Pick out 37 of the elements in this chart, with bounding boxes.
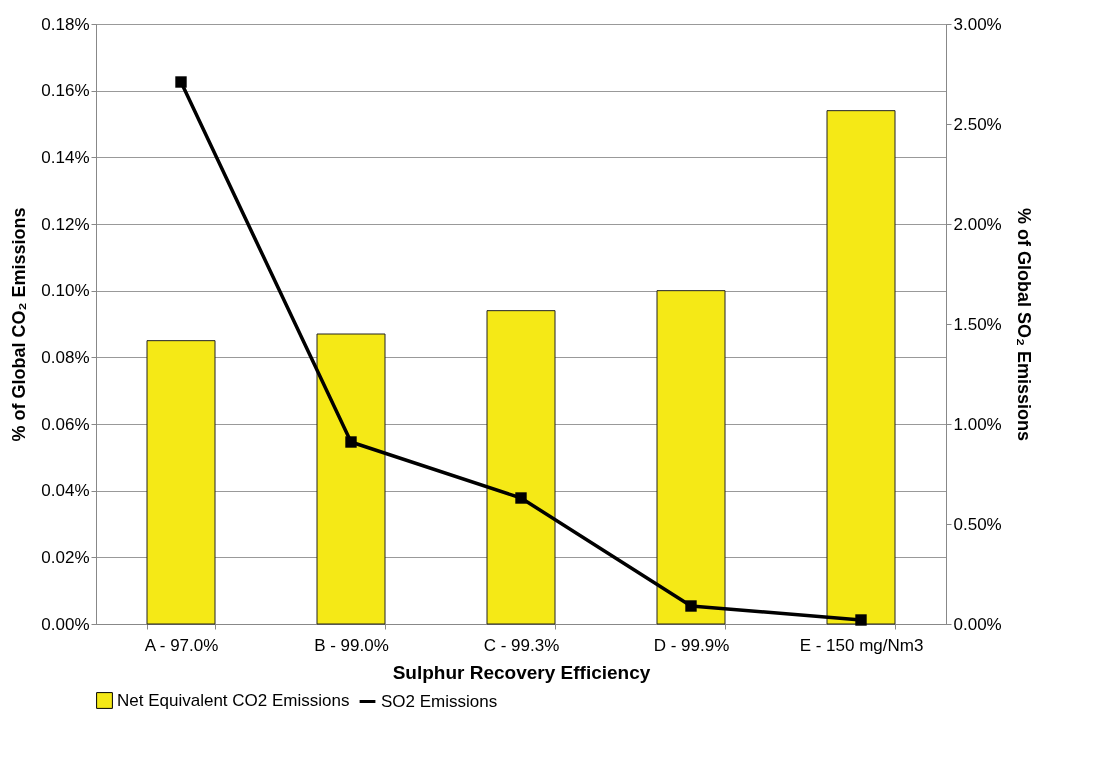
y-tick-label: 0.00% [41,614,90,634]
legend-label: Net Equivalent CO2 Emissions [117,690,350,710]
y-tick-label: 0.18% [41,14,90,34]
y-tick-label: 0.16% [41,81,90,101]
y-tick-label: 0.12% [41,214,90,234]
y2-tick-label: 3.00% [953,14,1002,34]
legend-label: SO2 Emissions [381,691,498,711]
y2-tick-label: 2.00% [953,214,1002,234]
y-tick-label: 0.06% [41,414,90,434]
x-tick-label: E - 150 mg/Nm3 [799,635,924,655]
y-tick-label: 0.14% [41,147,90,167]
x-tick-label: D - 99.9% [653,635,730,655]
y-axis-title: % of Global CO₂ Emissions [9,207,30,442]
x-axis-title: Sulphur Recovery Efficiency [392,661,651,683]
point [685,600,697,612]
bar [826,110,896,625]
y-tick-label: 0.10% [41,281,90,301]
point [855,614,867,626]
y2-tick-label: 1.00% [953,414,1002,434]
y2-axis-title: % of Global SO₂ Emissions [1013,207,1034,442]
y2-tick-label: 0.00% [953,614,1002,634]
bar [486,310,556,625]
y-tick-label: 0.08% [41,347,90,367]
x-tick-label: B - 99.0% [314,635,389,655]
y2-tick-label: 1.50% [953,314,1002,334]
y-tick-label: 0.02% [41,547,90,567]
point [175,76,187,88]
bar [146,340,216,625]
point [515,492,527,504]
point [345,436,357,448]
x-tick-label: A - 97.0% [144,635,219,655]
bar [316,333,386,625]
y2-tick-label: 0.50% [953,514,1002,534]
y-tick-label: 0.04% [41,481,90,501]
y2-tick-label: 2.50% [953,114,1002,134]
x-tick-label: C - 99.3% [483,635,560,655]
bar [656,290,726,625]
